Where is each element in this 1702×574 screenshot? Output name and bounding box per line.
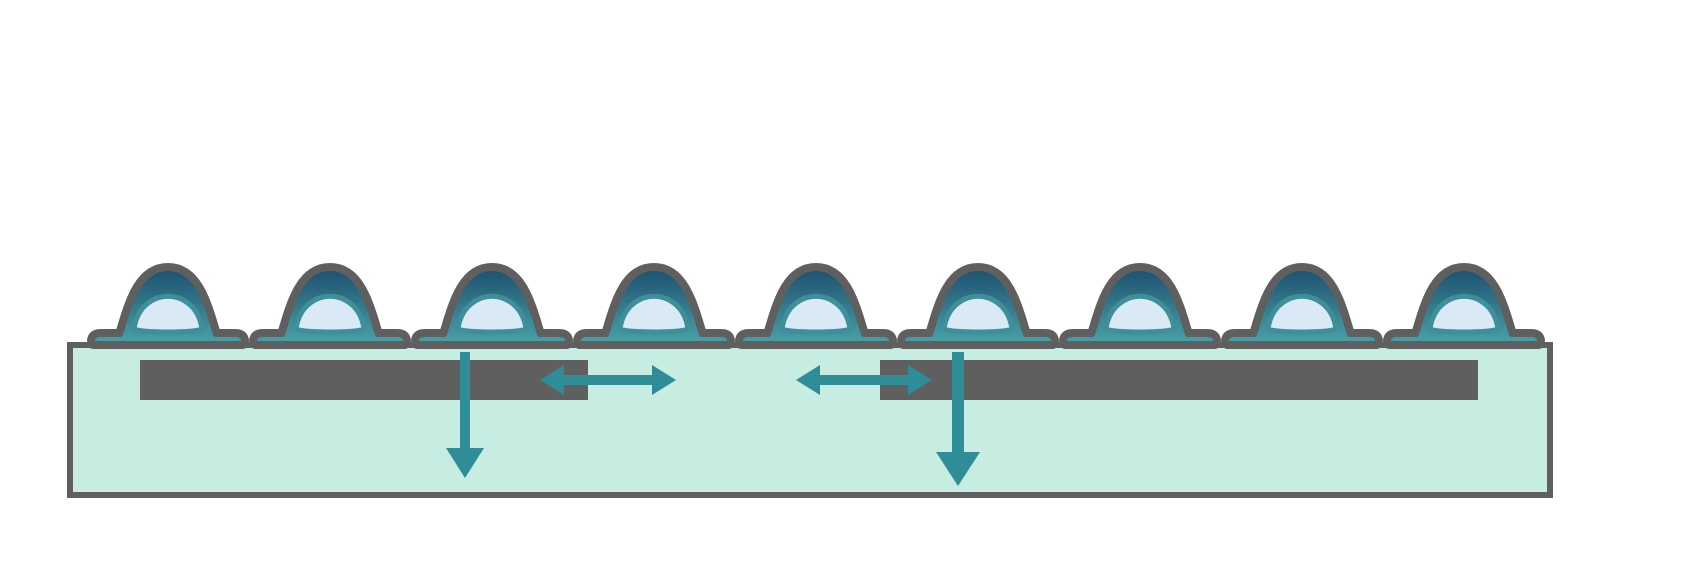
electrode-segment-1: [880, 360, 1478, 400]
cell-7: [1225, 267, 1379, 345]
cell-6: [1063, 267, 1217, 345]
diagram-stage: [0, 0, 1702, 574]
cell-1: [253, 267, 407, 345]
cell-3: [577, 267, 731, 345]
cell-4: [739, 267, 893, 345]
cell-2: [415, 267, 569, 345]
cell-8: [1387, 267, 1541, 345]
cell-5: [901, 267, 1055, 345]
diagram-svg: [0, 0, 1702, 574]
electrode-segment-0: [140, 360, 588, 400]
cells-layer: [91, 267, 1541, 345]
cell-0: [91, 267, 245, 345]
